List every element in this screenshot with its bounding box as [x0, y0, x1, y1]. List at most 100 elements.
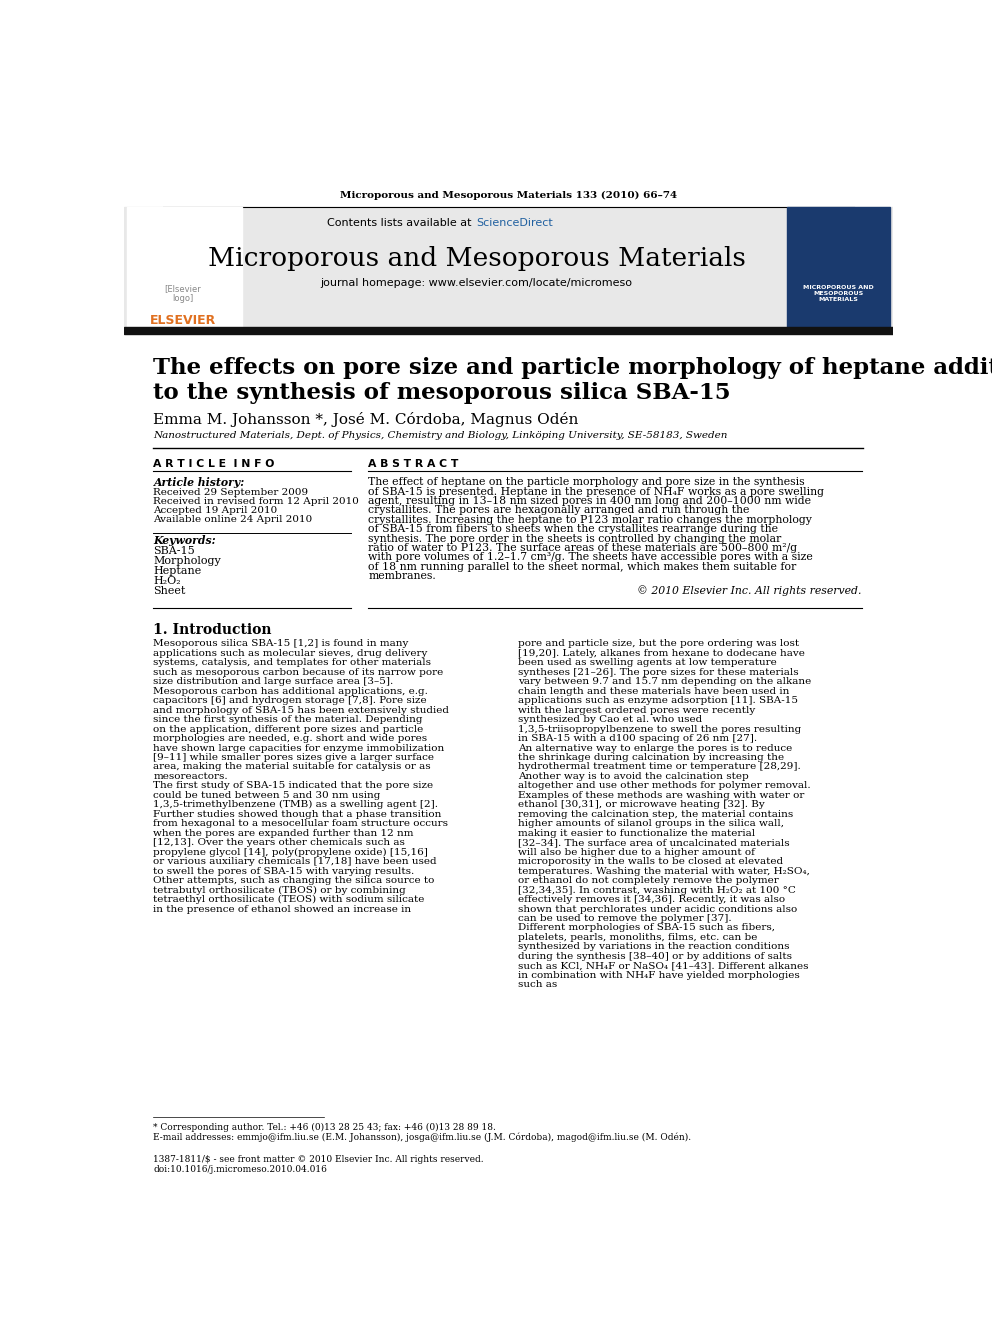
Text: to the synthesis of mesoporous silica SBA-15: to the synthesis of mesoporous silica SB… — [154, 382, 731, 404]
Text: of SBA-15 is presented. Heptane in the presence of NH₄F works as a pore swelling: of SBA-15 is presented. Heptane in the p… — [368, 487, 824, 496]
Text: or various auxiliary chemicals [17,18] have been used: or various auxiliary chemicals [17,18] h… — [154, 857, 437, 867]
Text: pore and particle size, but the pore ordering was lost: pore and particle size, but the pore ord… — [518, 639, 799, 648]
Text: 1,3,5-trimethylbenzene (TMB) as a swelling agent [2].: 1,3,5-trimethylbenzene (TMB) as a swelli… — [154, 800, 438, 810]
Text: The effects on pore size and particle morphology of heptane additions: The effects on pore size and particle mo… — [154, 357, 992, 380]
Text: propylene glycol [14], poly(propylene oxide) [15,16]: propylene glycol [14], poly(propylene ox… — [154, 848, 429, 857]
Bar — [124, 206, 893, 332]
Text: A B S T R A C T: A B S T R A C T — [368, 459, 458, 468]
Text: to swell the pores of SBA-15 with varying results.: to swell the pores of SBA-15 with varyin… — [154, 867, 415, 876]
Text: when the pores are expanded further than 12 nm: when the pores are expanded further than… — [154, 828, 414, 837]
Text: 1,3,5-triisopropylbenzene to swell the pores resulting: 1,3,5-triisopropylbenzene to swell the p… — [518, 725, 801, 733]
Text: such as KCl, NH₄F or NaSO₄ [41–43]. Different alkanes: such as KCl, NH₄F or NaSO₄ [41–43]. Diff… — [518, 962, 808, 970]
Text: Nanostructured Materials, Dept. of Physics, Chemistry and Biology, Linköping Uni: Nanostructured Materials, Dept. of Physi… — [154, 431, 728, 441]
Text: synthesis. The pore order in the sheets is controlled by changing the molar: synthesis. The pore order in the sheets … — [368, 533, 782, 544]
Text: The effect of heptane on the particle morphology and pore size in the synthesis: The effect of heptane on the particle mo… — [368, 478, 805, 487]
Text: temperatures. Washing the material with water, H₂SO₄,: temperatures. Washing the material with … — [518, 867, 809, 876]
Text: Keywords:: Keywords: — [154, 536, 216, 546]
Text: [Elsevier
logo]: [Elsevier logo] — [165, 284, 201, 303]
Text: Morphology: Morphology — [154, 556, 221, 566]
Text: journal homepage: www.elsevier.com/locate/micromeso: journal homepage: www.elsevier.com/locat… — [320, 279, 633, 288]
Text: [9–11] while smaller pores sizes give a larger surface: [9–11] while smaller pores sizes give a … — [154, 753, 434, 762]
Text: have shown large capacities for enzyme immobilization: have shown large capacities for enzyme i… — [154, 744, 444, 753]
Text: [32–34]. The surface area of uncalcinated materials: [32–34]. The surface area of uncalcinate… — [518, 839, 790, 847]
Text: hydrothermal treatment time or temperature [28,29].: hydrothermal treatment time or temperatu… — [518, 762, 801, 771]
Text: agent, resulting in 13–18 nm sized pores in 400 nm long and 200–1000 nm wide: agent, resulting in 13–18 nm sized pores… — [368, 496, 811, 505]
Text: can be used to remove the polymer [37].: can be used to remove the polymer [37]. — [518, 914, 731, 923]
Text: E-mail addresses: emmjo@ifm.liu.se (E.M. Johansson), josga@ifm.liu.se (J.M. Córd: E-mail addresses: emmjo@ifm.liu.se (E.M.… — [154, 1132, 691, 1142]
Text: in SBA-15 with a d100 spacing of 26 nm [27].: in SBA-15 with a d100 spacing of 26 nm [… — [518, 734, 757, 744]
Text: altogether and use other methods for polymer removal.: altogether and use other methods for pol… — [518, 782, 810, 790]
Text: membranes.: membranes. — [368, 572, 435, 581]
Text: been used as swelling agents at low temperature: been used as swelling agents at low temp… — [518, 659, 777, 667]
Text: 1387-1811/$ - see front matter © 2010 Elsevier Inc. All rights reserved.: 1387-1811/$ - see front matter © 2010 El… — [154, 1155, 484, 1164]
Text: ScienceDirect: ScienceDirect — [476, 218, 554, 229]
Text: applications such as molecular sieves, drug delivery: applications such as molecular sieves, d… — [154, 648, 428, 658]
Text: Received in revised form 12 April 2010: Received in revised form 12 April 2010 — [154, 497, 359, 505]
Text: making it easier to functionalize the material: making it easier to functionalize the ma… — [518, 828, 755, 837]
Text: Contents lists available at: Contents lists available at — [327, 218, 475, 229]
Text: MICROPOROUS AND
MESOPOROUS
MATERIALS: MICROPOROUS AND MESOPOROUS MATERIALS — [804, 286, 874, 302]
Text: shown that perchlorates under acidic conditions also: shown that perchlorates under acidic con… — [518, 905, 797, 914]
Text: Received 29 September 2009: Received 29 September 2009 — [154, 488, 309, 496]
Text: [12,13]. Over the years other chemicals such as: [12,13]. Over the years other chemicals … — [154, 839, 406, 847]
Text: SBA-15: SBA-15 — [154, 545, 195, 556]
Text: in the presence of ethanol showed an increase in: in the presence of ethanol showed an inc… — [154, 905, 412, 914]
Text: Microporous and Mesoporous Materials: Microporous and Mesoporous Materials — [207, 246, 746, 271]
Bar — [124, 327, 893, 333]
Text: Mesoporous carbon has additional applications, e.g.: Mesoporous carbon has additional applica… — [154, 687, 429, 696]
Text: Article history:: Article history: — [154, 476, 245, 488]
Text: Available online 24 April 2010: Available online 24 April 2010 — [154, 516, 312, 524]
Text: syntheses [21–26]. The pore sizes for these materials: syntheses [21–26]. The pore sizes for th… — [518, 668, 799, 677]
Text: synthesized by variations in the reaction conditions: synthesized by variations in the reactio… — [518, 942, 790, 951]
Text: Heptane: Heptane — [154, 566, 201, 576]
Text: capacitors [6] and hydrogen storage [7,8]. Pore size: capacitors [6] and hydrogen storage [7,8… — [154, 696, 428, 705]
Text: Other attempts, such as changing the silica source to: Other attempts, such as changing the sil… — [154, 876, 434, 885]
Bar — [788, 208, 890, 331]
Text: and morphology of SBA-15 has been extensively studied: and morphology of SBA-15 has been extens… — [154, 705, 449, 714]
Text: 1. Introduction: 1. Introduction — [154, 623, 272, 636]
Text: on the application, different pore sizes and particle: on the application, different pore sizes… — [154, 725, 424, 733]
Text: platelets, pearls, monoliths, films, etc. can be: platelets, pearls, monoliths, films, etc… — [518, 933, 757, 942]
Text: Another way is to avoid the calcination step: Another way is to avoid the calcination … — [518, 771, 748, 781]
Text: since the first synthesis of the material. Depending: since the first synthesis of the materia… — [154, 716, 423, 724]
Text: ethanol [30,31], or microwave heating [32]. By: ethanol [30,31], or microwave heating [3… — [518, 800, 765, 810]
Text: H₂O₂: H₂O₂ — [154, 576, 182, 586]
Text: doi:10.1016/j.micromeso.2010.04.016: doi:10.1016/j.micromeso.2010.04.016 — [154, 1166, 327, 1175]
Text: vary between 9.7 and 15.7 nm depending on the alkane: vary between 9.7 and 15.7 nm depending o… — [518, 677, 810, 687]
Bar — [127, 208, 242, 331]
Text: [19,20]. Lately, alkanes from hexane to dodecane have: [19,20]. Lately, alkanes from hexane to … — [518, 648, 805, 658]
Text: * Corresponding author. Tel.: +46 (0)13 28 25 43; fax: +46 (0)13 28 89 18.: * Corresponding author. Tel.: +46 (0)13 … — [154, 1123, 496, 1132]
Text: microporosity in the walls to be closed at elevated: microporosity in the walls to be closed … — [518, 857, 783, 867]
Text: could be tuned between 5 and 30 nm using: could be tuned between 5 and 30 nm using — [154, 791, 381, 800]
Text: mesoreactors.: mesoreactors. — [154, 771, 228, 781]
Text: higher amounts of silanol groups in the silica wall,: higher amounts of silanol groups in the … — [518, 819, 784, 828]
Text: effectively removes it [34,36]. Recently, it was also: effectively removes it [34,36]. Recently… — [518, 896, 785, 904]
Text: with the largest ordered pores were recently: with the largest ordered pores were rece… — [518, 705, 755, 714]
Text: An alternative way to enlarge the pores is to reduce: An alternative way to enlarge the pores … — [518, 744, 792, 753]
Text: size distribution and large surface area [3–5].: size distribution and large surface area… — [154, 677, 394, 687]
Text: Microporous and Mesoporous Materials 133 (2010) 66–74: Microporous and Mesoporous Materials 133… — [340, 191, 677, 200]
Text: tetraethyl orthosilicate (TEOS) with sodium silicate: tetraethyl orthosilicate (TEOS) with sod… — [154, 896, 425, 904]
Text: Examples of these methods are washing with water or: Examples of these methods are washing wi… — [518, 791, 805, 800]
Text: such as mesoporous carbon because of its narrow pore: such as mesoporous carbon because of its… — [154, 668, 443, 677]
Text: removing the calcination step, the material contains: removing the calcination step, the mater… — [518, 810, 793, 819]
Text: of SBA-15 from fibers to sheets when the crystallites rearrange during the: of SBA-15 from fibers to sheets when the… — [368, 524, 778, 534]
Text: The first study of SBA-15 indicated that the pore size: The first study of SBA-15 indicated that… — [154, 782, 434, 790]
Text: of 18 nm running parallel to the sheet normal, which makes them suitable for: of 18 nm running parallel to the sheet n… — [368, 562, 797, 572]
Text: or ethanol do not completely remove the polymer: or ethanol do not completely remove the … — [518, 876, 779, 885]
Text: applications such as enzyme adsorption [11]. SBA-15: applications such as enzyme adsorption [… — [518, 696, 798, 705]
Text: synthesized by Cao et al. who used: synthesized by Cao et al. who used — [518, 716, 702, 724]
Text: the shrinkage during calcination by increasing the: the shrinkage during calcination by incr… — [518, 753, 784, 762]
Text: area, making the material suitable for catalysis or as: area, making the material suitable for c… — [154, 762, 432, 771]
Text: crystallites. The pores are hexagonally arranged and run through the: crystallites. The pores are hexagonally … — [368, 505, 750, 516]
Text: © 2010 Elsevier Inc. All rights reserved.: © 2010 Elsevier Inc. All rights reserved… — [637, 585, 862, 595]
Text: Further studies showed though that a phase transition: Further studies showed though that a pha… — [154, 810, 441, 819]
Text: in combination with NH₄F have yielded morphologies: in combination with NH₄F have yielded mo… — [518, 971, 800, 980]
Text: from hexagonal to a mesocellular foam structure occurs: from hexagonal to a mesocellular foam st… — [154, 819, 448, 828]
Text: morphologies are needed, e.g. short and wide pores: morphologies are needed, e.g. short and … — [154, 734, 428, 744]
Text: crystallites. Increasing the heptane to P123 molar ratio changes the morphology: crystallites. Increasing the heptane to … — [368, 515, 812, 525]
Text: A R T I C L E  I N F O: A R T I C L E I N F O — [154, 459, 275, 468]
Text: such as: such as — [518, 980, 557, 990]
Text: tetrabutyl orthosilicate (TBOS) or by combining: tetrabutyl orthosilicate (TBOS) or by co… — [154, 885, 406, 894]
Text: with pore volumes of 1.2–1.7 cm³/g. The sheets have accessible pores with a size: with pore volumes of 1.2–1.7 cm³/g. The … — [368, 552, 812, 562]
